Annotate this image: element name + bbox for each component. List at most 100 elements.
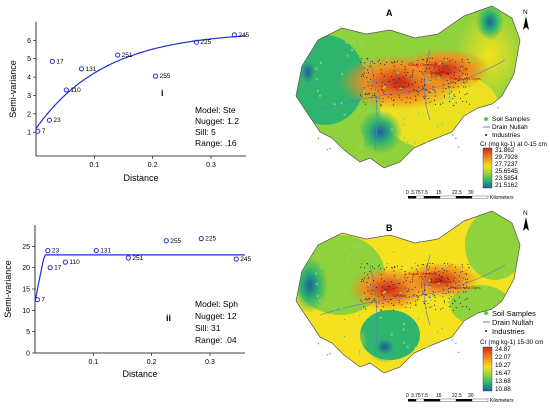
x-tick-label: 0.3 xyxy=(206,162,216,169)
industry-dot xyxy=(411,75,414,78)
sample-dot xyxy=(472,60,475,63)
industry-dot xyxy=(429,92,431,94)
point-label: 251 xyxy=(132,255,143,262)
sample-dot xyxy=(392,251,395,254)
colorbar-value: 19.27 xyxy=(495,362,511,369)
industry-dot xyxy=(380,309,382,311)
industry-dot xyxy=(367,72,370,74)
industry-dot xyxy=(416,295,418,297)
colorbar-title: Cr (mg kg-1) 15-30 cm xyxy=(480,339,543,346)
variogram-panel-ii: 0.1 0.2 0.3 0 5 10 15 20 25 7 23 17 110 131 251 255 225… xyxy=(0,205,260,410)
industry-dot xyxy=(410,302,412,304)
industry-dot xyxy=(384,83,386,86)
industry-dot xyxy=(432,291,434,293)
industry-dot xyxy=(380,274,382,276)
industry-dot xyxy=(405,306,407,309)
sample-dot xyxy=(350,253,353,256)
sample-dot xyxy=(497,106,500,109)
industry-dot xyxy=(370,79,372,81)
industry-dot xyxy=(398,302,400,304)
industry-dot xyxy=(468,103,471,105)
industry-dot xyxy=(451,264,453,266)
sample-dot xyxy=(358,314,361,317)
point-layer: 7 23 17 110 131 251 255 225 245 xyxy=(34,236,251,304)
industry-dot xyxy=(364,62,366,64)
industry-dot xyxy=(443,95,445,97)
industry-dot xyxy=(398,299,400,301)
industry-dot xyxy=(462,72,464,74)
point-label: 245 xyxy=(240,256,251,263)
industry-dot xyxy=(375,97,377,99)
sample-dot xyxy=(462,75,465,78)
industry-dot xyxy=(381,294,383,296)
industry-dot xyxy=(388,81,390,83)
industry-dot xyxy=(442,102,444,104)
place-tag: Taj Mills xyxy=(392,293,406,298)
industry-dot xyxy=(371,85,373,87)
sample-dot xyxy=(428,74,431,77)
industry-dot xyxy=(405,273,407,275)
sample-dot xyxy=(343,335,346,338)
data-point xyxy=(152,73,159,79)
industry-dot xyxy=(405,279,407,281)
sample-dot xyxy=(406,141,409,144)
industry-dot xyxy=(462,305,464,308)
industry-dot xyxy=(454,61,456,63)
industry-dot xyxy=(435,308,437,311)
industry-dot xyxy=(363,272,366,274)
y-tick-label: 20 xyxy=(22,265,30,272)
point-label: 23 xyxy=(53,117,61,124)
industry-dot xyxy=(417,91,419,93)
sample-dot xyxy=(483,286,486,289)
industry-dot xyxy=(434,90,436,92)
industry-dot xyxy=(423,59,425,61)
colorbar-value: 23.5854 xyxy=(495,175,518,182)
industry-dot xyxy=(421,71,423,73)
industry-dot xyxy=(367,69,369,71)
point-label: 110 xyxy=(70,87,81,94)
industry-dot xyxy=(418,86,420,88)
industry-dot xyxy=(429,262,431,264)
industry-dot xyxy=(387,301,389,303)
sample-dot xyxy=(346,259,349,262)
industry-dot xyxy=(376,305,378,307)
sample-dot xyxy=(426,286,429,289)
industry-dot xyxy=(409,102,411,104)
industry-dot xyxy=(398,94,400,96)
point-label: 225 xyxy=(200,39,211,46)
data-point xyxy=(35,128,41,134)
x-tick-label: 0.1 xyxy=(88,359,98,366)
data-point xyxy=(49,58,55,65)
industry-dot xyxy=(426,58,428,60)
sample-dot xyxy=(403,117,406,120)
sample-dot xyxy=(333,103,336,106)
sample-dot xyxy=(460,272,463,275)
north-label: N xyxy=(523,9,528,16)
industry-dot xyxy=(447,277,449,279)
industry-dot xyxy=(367,277,370,279)
point-label: 245 xyxy=(238,32,249,39)
sample-dot xyxy=(429,94,432,97)
industry-dot xyxy=(420,81,423,83)
industry-dot xyxy=(394,61,396,63)
sample-dot xyxy=(390,333,393,336)
sample-dot xyxy=(429,299,432,302)
industry-dot xyxy=(435,103,437,106)
industry-dot xyxy=(390,76,393,78)
industry-dot xyxy=(458,75,460,77)
panel-label: i xyxy=(161,88,164,98)
scale-tick: 0 xyxy=(406,190,409,196)
industry-dot xyxy=(419,275,421,278)
colorbar-value: 21.5162 xyxy=(495,182,518,189)
sample-dot xyxy=(361,42,364,45)
sample-legend-icon xyxy=(484,117,488,121)
industry-dot xyxy=(427,268,429,270)
sample-dot xyxy=(368,110,371,113)
point-label: 131 xyxy=(86,66,97,73)
industry-dot xyxy=(377,295,380,297)
industry-dot xyxy=(385,61,388,63)
model-type-text: Model: Ste xyxy=(195,105,236,115)
industry-dot xyxy=(367,274,369,276)
sample-dot xyxy=(403,341,406,344)
